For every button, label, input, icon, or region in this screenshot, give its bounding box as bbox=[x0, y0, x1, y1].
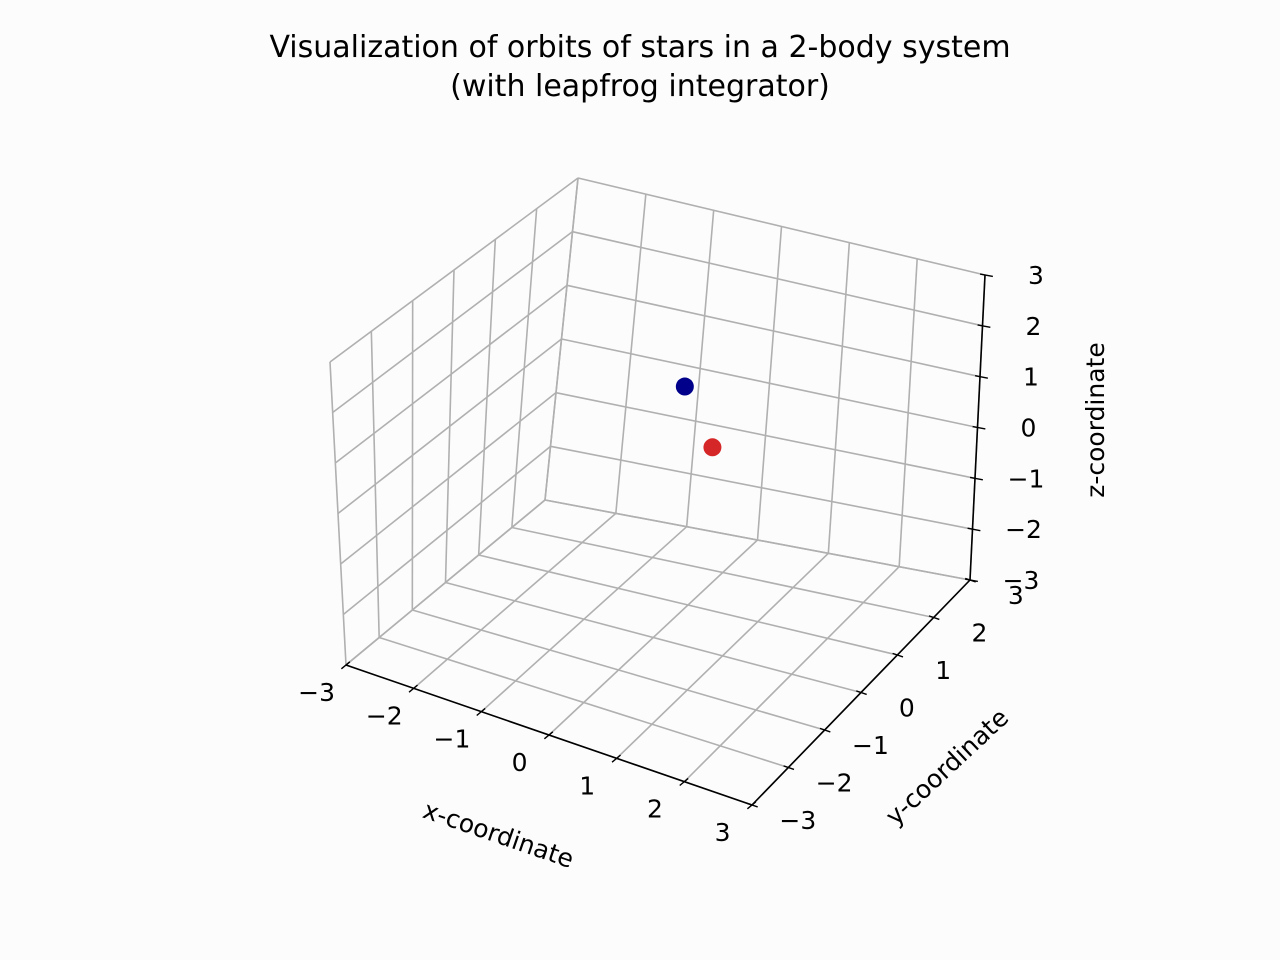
chart-subtitle: (with leapfrog integrator) bbox=[450, 69, 830, 104]
y-tick-mark bbox=[783, 765, 795, 771]
x-tick-label: −3 bbox=[298, 678, 335, 707]
x-tick-mark bbox=[340, 661, 351, 670]
star-1-point bbox=[675, 377, 694, 396]
wall-back-gridline-x bbox=[898, 258, 918, 567]
floor-gridline-y bbox=[478, 554, 898, 656]
y-tick-label: 2 bbox=[972, 619, 988, 648]
x-tick-mark bbox=[408, 684, 418, 693]
z-axis-label: z-coordinate bbox=[1081, 342, 1110, 497]
x-tick-label: 3 bbox=[715, 818, 731, 847]
wall-left-gridline-z bbox=[332, 231, 573, 414]
z-tick-mark bbox=[967, 527, 981, 532]
y-tick-mark bbox=[965, 577, 976, 583]
y-tick-label: 3 bbox=[1008, 581, 1024, 610]
y-tick-mark bbox=[819, 727, 831, 733]
x-tick-label: 1 bbox=[579, 771, 595, 800]
z-tick-label: −2 bbox=[1005, 515, 1042, 544]
wall-back-gridline-z bbox=[577, 177, 986, 276]
floor-gridline-x bbox=[616, 552, 829, 759]
wall-left-gridline-z bbox=[334, 284, 568, 464]
z-tick-label: 0 bbox=[1021, 414, 1037, 443]
wall-back-gridline-z bbox=[572, 230, 983, 327]
wall-left-gridline-y bbox=[477, 239, 497, 556]
wall-left-gridline-y bbox=[511, 208, 538, 528]
wall-back-gridline-x bbox=[827, 242, 851, 554]
x-tick-mark bbox=[543, 731, 554, 740]
y-tick-label: 0 bbox=[899, 694, 915, 723]
x-tick-mark bbox=[679, 777, 689, 787]
star-2-point bbox=[703, 438, 722, 457]
x-tick-label: −1 bbox=[434, 725, 471, 754]
x-tick-label: 0 bbox=[512, 748, 528, 777]
z-tick-mark bbox=[977, 324, 991, 329]
y-tick-mark bbox=[892, 652, 904, 658]
y-tick-label: −2 bbox=[816, 769, 853, 798]
x-tick-mark bbox=[611, 754, 621, 763]
z-tick-label: −1 bbox=[1008, 464, 1045, 493]
y-tick-label: 1 bbox=[935, 656, 951, 685]
z-tick-label: 2 bbox=[1026, 312, 1042, 341]
wall-left-gridline-z bbox=[329, 177, 579, 363]
x-tick-label: 2 bbox=[647, 795, 663, 824]
z-tick-label: 3 bbox=[1028, 261, 1044, 290]
z-tick-mark bbox=[979, 273, 993, 278]
y-tick-label: −3 bbox=[779, 806, 816, 835]
y-tick-mark bbox=[856, 690, 867, 696]
z-tick-label: 1 bbox=[1023, 363, 1039, 392]
x-tick-mark bbox=[476, 707, 486, 717]
y-tick-mark bbox=[928, 615, 940, 621]
z-tick-mark bbox=[969, 476, 983, 481]
x-tick-label: −2 bbox=[366, 701, 403, 730]
z-tick-mark bbox=[974, 375, 988, 379]
y-tick-label: −1 bbox=[852, 731, 889, 760]
wall-back-gridline-z bbox=[566, 284, 981, 378]
floor-gridline-y bbox=[511, 526, 934, 619]
chart-title: Visualization of orbits of stars in a 2-… bbox=[269, 30, 1011, 65]
z-tick-label: −3 bbox=[1003, 566, 1040, 595]
x-tick-mark bbox=[746, 801, 757, 810]
x-axis-label: x-coordinate bbox=[419, 795, 577, 874]
z-tick-mark bbox=[972, 425, 986, 430]
wall-back-gridline-z bbox=[561, 338, 978, 429]
